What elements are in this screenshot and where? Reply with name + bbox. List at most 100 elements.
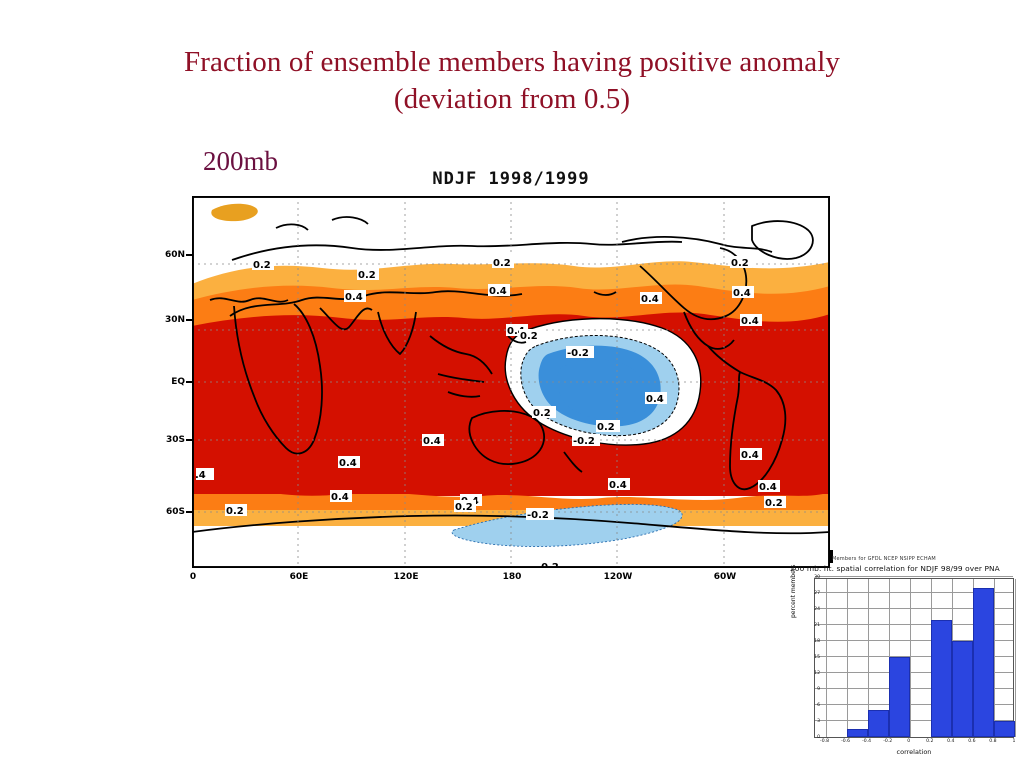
histogram-subtitle: Members for GFDL NCEP NSIPP ECHAM (832, 556, 936, 562)
map-xtick-60E: 60E (289, 572, 309, 582)
svg-text:0.4: 0.4 (741, 316, 759, 327)
histogram-ytick: 21 (814, 623, 820, 628)
svg-text:.4: .4 (195, 470, 206, 481)
anomaly-map: 0.2 0.2 0.2 0.2 0.4 0.4 0.4 0.4 0.4 0.4 … (192, 196, 830, 568)
svg-text:0.2: 0.2 (533, 408, 551, 419)
map-xtick-120E: 120E (393, 572, 419, 582)
page-title-line-1: Fraction of ensemble members having posi… (184, 46, 840, 78)
histogram-bar (867, 710, 889, 737)
correlation-histogram: Members for GFDL NCEP NSIPP ECHAM 200 mb… (790, 550, 1022, 766)
svg-text:0.4: 0.4 (339, 458, 357, 469)
svg-text:0.2: 0.2 (731, 258, 749, 269)
histogram-ytick: 30 (814, 575, 820, 580)
histogram-xtick: 0.6 (968, 739, 976, 744)
histogram-xlabel: correlation (896, 748, 932, 756)
svg-text:0.4: 0.4 (489, 286, 507, 297)
histogram-gridline-v (909, 579, 911, 737)
histogram-ytick: 0 (817, 735, 820, 740)
contour-value-labels: 0.2 0.2 0.2 0.2 0.4 0.4 0.4 0.4 0.4 0.4 … (195, 256, 786, 568)
svg-text:0.2: 0.2 (597, 422, 615, 433)
svg-text:0.2: 0.2 (455, 502, 473, 513)
antarctic-light-blue (452, 504, 683, 547)
anomaly-inner-lobe (557, 359, 644, 420)
svg-text:0.4: 0.4 (646, 394, 664, 405)
svg-text:0.4: 0.4 (423, 436, 441, 447)
map-title: NDJF 1998/1999 (432, 169, 590, 189)
histogram-ytick: 9 (817, 687, 820, 692)
svg-text:0.4: 0.4 (759, 482, 777, 493)
histogram-gridline-h (815, 720, 1013, 721)
map-xtick-0: 0 (189, 572, 197, 582)
svg-text:-0.2: -0.2 (573, 436, 595, 447)
histogram-xtick: -0.6 (841, 739, 851, 744)
map-ytick-mark-1 (186, 254, 193, 256)
histogram-xtick: -0.2 (883, 739, 893, 744)
histogram-xtick: 1 (1012, 739, 1016, 744)
map-ytick-EQ: EQ (171, 377, 185, 387)
map-xtick-60W: 60W (713, 572, 737, 582)
svg-text:-0.2: -0.2 (537, 562, 559, 568)
histogram-gridline-h (815, 656, 1013, 657)
histogram-plot-area (814, 576, 1016, 738)
histogram-ytick: 12 (814, 671, 820, 676)
svg-text:-0.2: -0.2 (527, 510, 549, 521)
svg-text:0.4: 0.4 (345, 292, 363, 303)
histogram-title: 200 mb. ht. spatial correlation for NDJF… (790, 564, 1000, 573)
histogram-xtick: -0.4 (862, 739, 872, 744)
svg-text:0.4: 0.4 (507, 326, 525, 337)
map-xtick-180: 180 (502, 572, 522, 582)
band-red-south-edge (192, 468, 830, 494)
histogram-gridline-h (815, 672, 1013, 673)
contour-antarctic (451, 503, 683, 547)
histogram-bar (972, 587, 994, 737)
histogram-gridline-h (815, 624, 1013, 625)
histogram-gridline-v (993, 579, 995, 737)
svg-text:0.2: 0.2 (520, 331, 538, 342)
histogram-gridline-v (1015, 579, 1016, 737)
svg-text:0.2: 0.2 (765, 498, 783, 509)
cursor-marker (830, 550, 833, 563)
histogram-ytick: 15 (814, 655, 820, 660)
map-ytick-30S: 30S (165, 435, 185, 445)
histogram-gridline-h (815, 608, 1013, 609)
histogram-gridline-h (815, 640, 1013, 641)
histogram-gridline-h (815, 576, 1013, 577)
histogram-bar (993, 721, 1015, 737)
map-ytick-60S: 60S (165, 507, 185, 517)
map-ytick-mark-5 (186, 511, 193, 513)
histogram-gridline-h (815, 688, 1013, 689)
map-ytick-mark-4 (186, 439, 193, 441)
contour-neg02-line (520, 335, 680, 437)
histogram-gridline-h (815, 704, 1013, 705)
svg-text:0.2: 0.2 (226, 506, 244, 517)
histogram-gridline-v (825, 579, 827, 737)
svg-text:0.2: 0.2 (493, 258, 511, 269)
histogram-gridline-v (846, 579, 848, 737)
svg-text:0.4: 0.4 (609, 480, 627, 491)
arctic-orange-patch (211, 203, 258, 222)
histogram-bar (951, 641, 973, 737)
histogram-ytick: 27 (814, 591, 820, 596)
svg-text:0.2: 0.2 (253, 260, 271, 271)
histogram-gridline-v (867, 579, 869, 737)
histogram-ylabel: percent members (790, 564, 797, 618)
map-ytick-60N: 60N (164, 250, 185, 260)
page-title: Fraction of ensemble members having posi… (0, 44, 1024, 118)
histogram-ytick: 24 (814, 607, 820, 612)
map-ytick-mark-2 (186, 319, 193, 321)
histogram-ytick: 6 (817, 703, 820, 708)
histogram-gridline-h (815, 592, 1013, 593)
histogram-xtick: 0.4 (947, 739, 955, 744)
map-xtick-120W: 120W (603, 572, 633, 582)
histogram-xtick: 0.8 (989, 739, 997, 744)
map-svg: 0.2 0.2 0.2 0.2 0.4 0.4 0.4 0.4 0.4 0.4 … (192, 196, 830, 568)
histogram-bar (888, 657, 910, 737)
map-ytick-30N: 30N (164, 315, 185, 325)
coastlines (192, 216, 830, 535)
svg-text:-0.2: -0.2 (567, 348, 589, 359)
svg-text:0.4: 0.4 (331, 492, 349, 503)
histogram-xtick: 0 (907, 739, 911, 744)
svg-text:0.4: 0.4 (733, 288, 751, 299)
map-ytick-mark-3 (186, 381, 193, 383)
